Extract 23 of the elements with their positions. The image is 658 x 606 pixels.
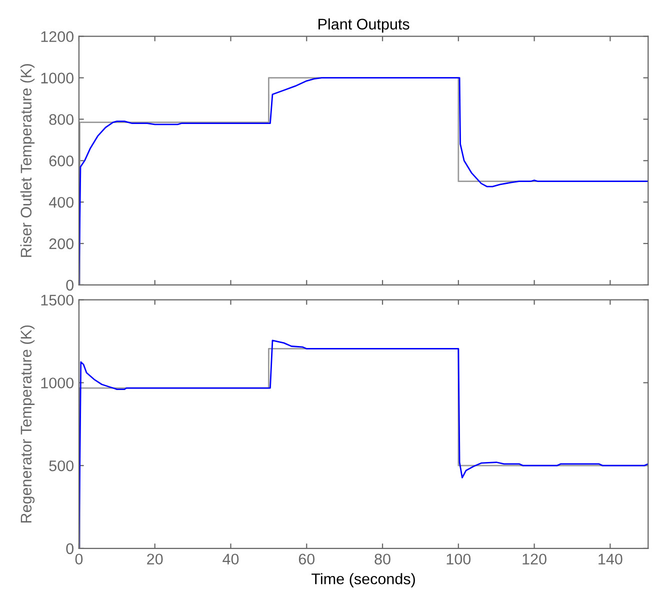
x-tick-label: 120 (522, 554, 546, 565)
x-axis-title: Time (seconds) (312, 573, 415, 588)
y-tick-label: 1000 (41, 378, 74, 388)
chart-title: Plant Outputs (318, 18, 410, 33)
x-tick-label: 20 (147, 554, 163, 565)
y-axis-title: Riser Outlet Temperature (K) (20, 64, 35, 257)
y-tick-label: 400 (48, 196, 74, 208)
y-tick-label: 800 (49, 114, 74, 125)
y-tick-label: 1500 (41, 294, 74, 306)
y-tick-label: 600 (49, 156, 74, 166)
y-tick-label: 0 (66, 280, 74, 291)
y-tick-label: 1200 (41, 31, 74, 42)
x-tick-label: 140 (598, 554, 622, 565)
x-tick-label: 60 (298, 554, 315, 565)
x-tick-label: 0 (75, 554, 83, 565)
y-tick-label: 200 (49, 238, 74, 250)
y-tick-label: 500 (49, 460, 74, 472)
y-axis-title: Regenerator Temperature (K) (20, 325, 35, 523)
x-tick-label: 80 (374, 554, 390, 565)
x-tick-label: 40 (222, 554, 239, 565)
y-tick-label: 0 (66, 543, 74, 554)
x-tick-label: 100 (446, 554, 471, 565)
y-tick-label: 1000 (41, 72, 74, 84)
